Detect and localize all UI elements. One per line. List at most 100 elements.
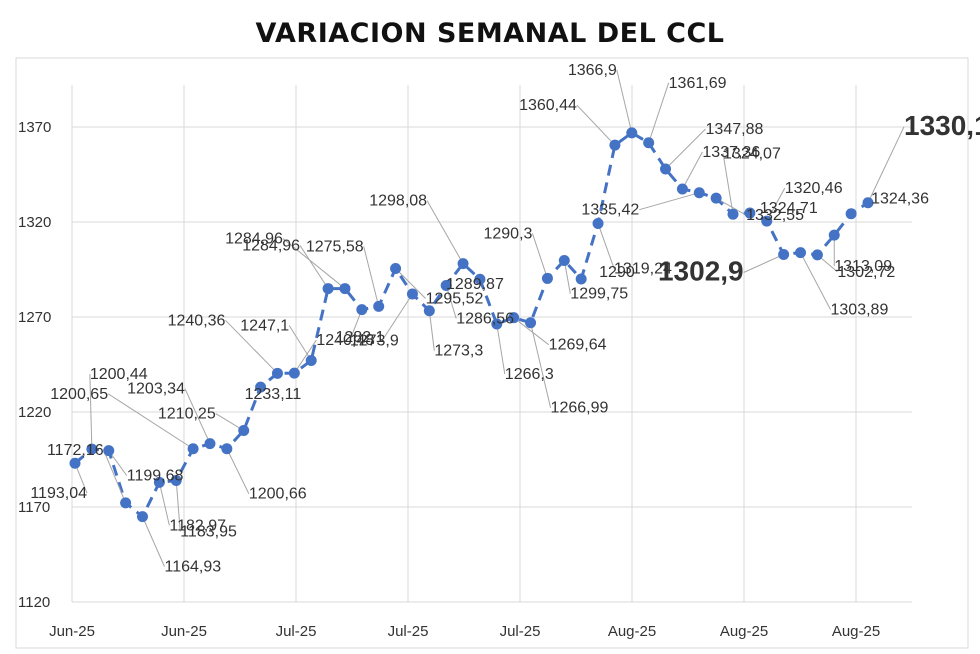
data-point xyxy=(204,438,216,450)
data-label: 1183,95 xyxy=(180,523,237,540)
data-point xyxy=(491,318,503,330)
data-label: 1200,66 xyxy=(249,486,307,503)
data-label: 1275,58 xyxy=(306,238,364,255)
data-label: 1172,16 xyxy=(47,442,104,459)
data-label: 1337,36 xyxy=(702,144,760,161)
data-label: 1290,3 xyxy=(483,225,532,242)
label-leader-line xyxy=(282,238,346,289)
data-point xyxy=(727,208,739,220)
data-point xyxy=(862,197,874,209)
x-tick-label: Aug-25 xyxy=(720,623,768,640)
data-label: 1324,71 xyxy=(760,200,818,217)
data-label: 1290 xyxy=(599,264,635,281)
data-label: 1320,46 xyxy=(785,180,843,197)
data-label: 1313,09 xyxy=(834,258,892,275)
data-point xyxy=(440,280,452,292)
data-point xyxy=(136,511,148,523)
label-leader-line xyxy=(665,128,706,170)
data-point xyxy=(710,192,722,204)
y-tick-label: 1220 xyxy=(18,404,51,421)
data-label: 1266,99 xyxy=(551,400,609,417)
data-point xyxy=(474,273,486,285)
y-tick-label: 1370 xyxy=(18,119,51,136)
data-point xyxy=(795,247,807,259)
data-label: 1324,07 xyxy=(723,145,781,162)
label-leader-line xyxy=(530,322,552,408)
label-leader-line xyxy=(743,254,784,273)
y-tick-label: 1320 xyxy=(18,214,51,231)
label-leader-line xyxy=(616,69,633,134)
data-point xyxy=(288,367,300,379)
data-point xyxy=(339,283,351,295)
data-point xyxy=(221,443,233,455)
data-point xyxy=(187,443,199,455)
label-leader-line xyxy=(142,516,165,567)
data-label: 1200,44 xyxy=(90,366,148,383)
label-leader-line xyxy=(513,317,549,346)
label-leader-line xyxy=(299,245,329,289)
data-label: 1299,75 xyxy=(570,285,628,302)
x-tick-label: Aug-25 xyxy=(832,623,880,640)
data-point xyxy=(120,497,132,509)
label-leader-line xyxy=(293,339,317,374)
label-leader-line xyxy=(496,323,506,375)
data-point xyxy=(676,183,688,195)
label-leader-line xyxy=(867,126,905,203)
data-point xyxy=(592,217,604,229)
chart-frame xyxy=(15,57,969,649)
data-label: 1266,3 xyxy=(505,366,554,383)
data-point xyxy=(626,127,638,139)
label-leader-line xyxy=(800,252,831,310)
data-label: 1289,87 xyxy=(446,276,504,293)
label-leader-line xyxy=(107,393,194,450)
x-tick-label: Aug-25 xyxy=(608,623,656,640)
data-label: 1319,24 xyxy=(614,260,672,277)
data-point xyxy=(69,457,81,469)
label-leader-line xyxy=(89,374,93,450)
label-leader-line xyxy=(288,325,312,361)
data-label: 1303,89 xyxy=(831,302,889,319)
data-point xyxy=(508,312,520,324)
data-label-highlighted: 1302,9 xyxy=(658,255,744,286)
label-leader-line xyxy=(722,153,734,215)
data-label: 1240,48 xyxy=(316,332,374,349)
data-point xyxy=(170,474,182,486)
data-point xyxy=(575,273,587,285)
data-label: 1347,88 xyxy=(706,121,764,138)
data-point xyxy=(828,229,840,241)
label-leader-line xyxy=(158,482,170,526)
chart-title: VARIACION SEMANAL DEL CCL xyxy=(255,18,725,49)
x-tick-label: Jul-25 xyxy=(500,623,541,640)
label-leader-line xyxy=(426,200,464,264)
label-leader-line xyxy=(563,260,571,294)
data-point xyxy=(103,445,115,457)
data-label: 1200,65 xyxy=(50,386,108,403)
data-point xyxy=(406,288,418,300)
data-label: 1361,69 xyxy=(669,75,727,92)
data-point xyxy=(457,258,469,270)
data-point xyxy=(356,304,368,316)
label-leader-line xyxy=(639,192,700,211)
data-point xyxy=(86,443,98,455)
data-label: 1284,96 xyxy=(225,231,283,248)
x-tick-label: Jun-25 xyxy=(49,623,95,640)
data-label: 1203,34 xyxy=(127,381,185,398)
x-tick-label: Jul-25 xyxy=(388,623,429,640)
data-label: 1366,9 xyxy=(568,62,617,79)
label-leader-line xyxy=(184,388,211,444)
data-label: 1247,1 xyxy=(240,318,289,335)
data-label: 1335,42 xyxy=(581,202,639,219)
data-point xyxy=(255,381,267,393)
data-point xyxy=(305,355,317,367)
label-leader-line xyxy=(226,448,250,494)
data-point xyxy=(558,254,570,266)
data-point xyxy=(322,283,334,295)
data-label-highlighted: 1330,13 xyxy=(904,110,980,141)
data-label: 1233,11 xyxy=(245,386,302,403)
label-leader-line xyxy=(715,197,747,216)
label-leader-line xyxy=(103,449,127,504)
data-point xyxy=(541,272,553,284)
data-point xyxy=(845,208,857,220)
data-label: 1295,52 xyxy=(426,291,484,308)
